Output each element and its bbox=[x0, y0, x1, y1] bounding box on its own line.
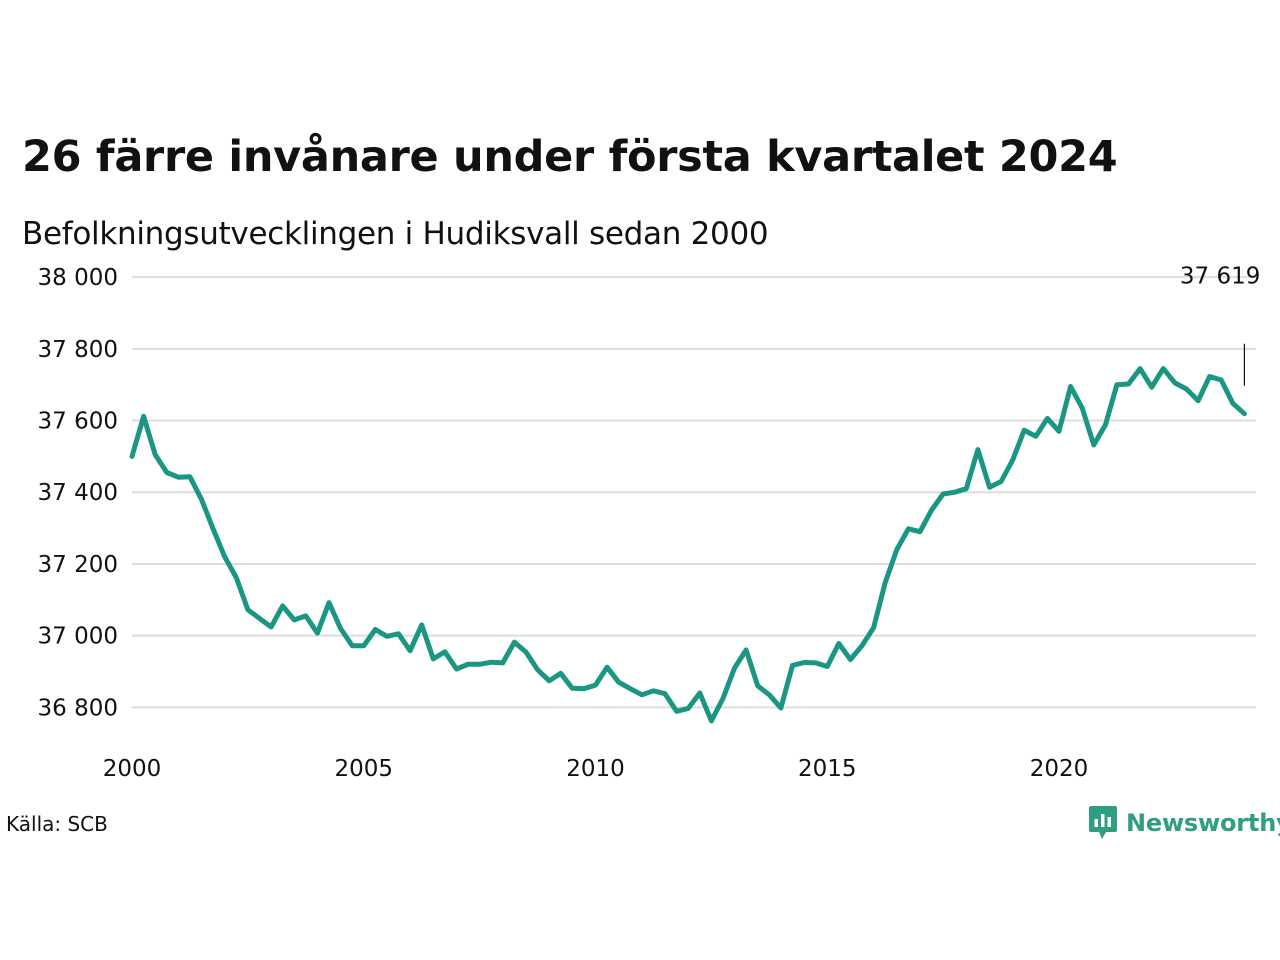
series-layer bbox=[129, 366, 1247, 724]
x-tick-label: 2015 bbox=[798, 756, 857, 782]
x-tick-label: 2000 bbox=[103, 756, 162, 782]
brand-name: Newsworthy bbox=[1126, 809, 1280, 837]
y-axis: 36 800 37 000 37 200 37 400 37 600 37 800 38 0… bbox=[38, 265, 118, 721]
annotation: 37 619 bbox=[1180, 264, 1260, 386]
bar-chart-speech-bubble-icon bbox=[1089, 806, 1117, 839]
series-line bbox=[129, 366, 1247, 724]
x-tick-label: 2020 bbox=[1030, 756, 1089, 782]
source-note: Källa: SCB bbox=[6, 812, 108, 836]
y-tick-label: 36 800 bbox=[38, 695, 118, 721]
y-tick-label: 37 600 bbox=[38, 409, 118, 435]
y-tick-label: 37 000 bbox=[38, 624, 118, 650]
gridlines bbox=[132, 276, 1256, 709]
chart-title: 26 färre invånare under första kvartalet… bbox=[22, 132, 1118, 182]
newsworthy-logo[interactable]: Newsworthy bbox=[1088, 804, 1280, 842]
x-tick-label: 2005 bbox=[334, 756, 393, 782]
x-tick-label: 2010 bbox=[566, 756, 625, 782]
chart-subtitle: Befolkningsutvecklingen i Hudiksvall sed… bbox=[22, 216, 769, 252]
annotation-label: 37 619 bbox=[1180, 264, 1260, 290]
y-tick-label: 38 000 bbox=[38, 265, 118, 291]
x-axis: 2000 2005 2010 2015 2020 bbox=[103, 756, 1089, 782]
y-tick-label: 37 400 bbox=[38, 480, 118, 506]
y-tick-label: 37 800 bbox=[38, 337, 118, 363]
y-tick-label: 37 200 bbox=[38, 552, 118, 578]
